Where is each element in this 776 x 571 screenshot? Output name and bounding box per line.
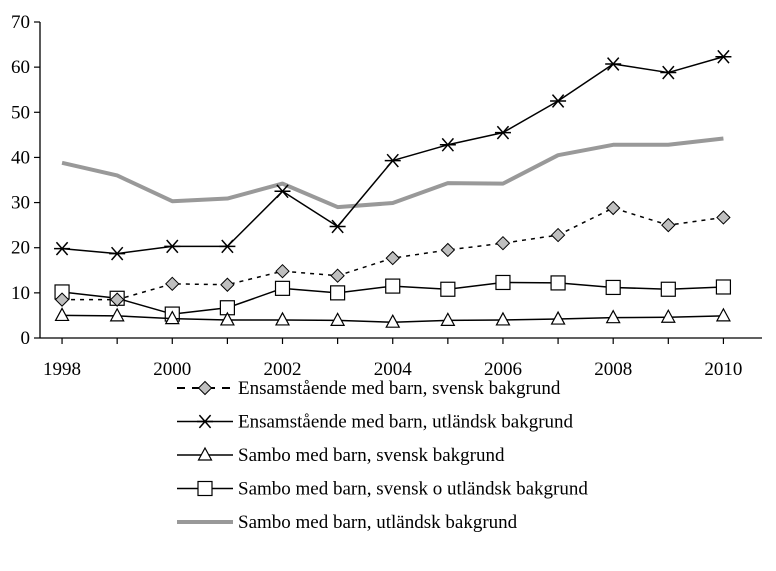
legend-item: Sambo med barn, utländsk bakgrund xyxy=(177,512,518,533)
data-point xyxy=(385,313,401,328)
legend-label: Ensamstående med barn, utländsk bakgrund xyxy=(238,412,574,433)
data-point xyxy=(385,278,401,294)
series-2 xyxy=(54,49,732,261)
series-layer xyxy=(54,49,732,328)
data-point xyxy=(715,279,732,295)
y-tick-label: 30 xyxy=(11,193,30,214)
data-point xyxy=(109,307,125,322)
legend: Ensamstående med barn, svensk bakgrund En… xyxy=(177,378,588,533)
data-point xyxy=(550,94,567,108)
data-point xyxy=(329,219,346,234)
legend-marker xyxy=(197,414,213,429)
data-point xyxy=(440,281,456,297)
data-point xyxy=(605,200,621,216)
data-point xyxy=(495,235,511,251)
data-point xyxy=(164,310,180,325)
legend-item: Sambo med barn, svensk o utländsk bakgru… xyxy=(177,479,588,500)
data-point xyxy=(550,227,566,243)
data-point xyxy=(715,307,731,322)
data-point xyxy=(440,242,456,258)
legend-marker xyxy=(197,480,213,497)
series-line xyxy=(61,56,724,255)
y-tick-label: 20 xyxy=(11,238,30,259)
x-tick-label: 2006 xyxy=(484,359,522,380)
legend-item: Sambo med barn, svensk bakgrund xyxy=(177,445,505,466)
data-point xyxy=(54,292,70,307)
data-point xyxy=(550,275,566,291)
x-tick-label: 2004 xyxy=(374,359,413,380)
y-tick-label: 60 xyxy=(11,57,30,78)
legend-label: Sambo med barn, svensk bakgrund xyxy=(238,445,505,466)
data-point xyxy=(54,307,70,322)
series-1 xyxy=(54,200,731,307)
legend-item: Ensamstående med barn, svensk bakgrund xyxy=(177,378,561,399)
data-point xyxy=(274,184,291,199)
data-point xyxy=(330,268,345,283)
data-point xyxy=(164,239,181,254)
legend-marker xyxy=(197,446,213,461)
y-tick-label: 10 xyxy=(11,283,30,304)
axes: 0 10 20 30 40 50 60 70 1998 2000 2002 2004 2006 2008 2… xyxy=(11,12,762,380)
data-point xyxy=(495,274,511,291)
data-point xyxy=(660,281,676,297)
data-point xyxy=(440,312,456,326)
data-point xyxy=(220,277,235,292)
y-tick-label: 0 xyxy=(21,328,31,349)
data-point xyxy=(660,308,676,323)
data-point xyxy=(716,210,731,225)
legend-marker xyxy=(197,380,213,396)
y-tick-label: 70 xyxy=(11,12,30,33)
data-point xyxy=(219,239,236,254)
legend-label: Sambo med barn, utländsk bakgrund xyxy=(238,512,518,533)
legend-item: Ensamstående med barn, utländsk bakgrund xyxy=(177,412,574,433)
y-tick-label: 40 xyxy=(11,147,30,168)
data-point xyxy=(275,263,290,279)
data-point xyxy=(605,279,621,296)
data-point xyxy=(165,276,180,292)
legend-label: Ensamstående med barn, svensk bakgrund xyxy=(238,378,561,399)
x-tick-label: 2008 xyxy=(594,359,632,380)
legend-label: Sambo med barn, svensk o utländsk bakgru… xyxy=(238,479,588,500)
x-tick-label: 2010 xyxy=(704,359,742,380)
data-point xyxy=(605,309,621,324)
data-point xyxy=(330,312,346,326)
data-point xyxy=(384,153,401,168)
data-point xyxy=(274,311,291,326)
data-point xyxy=(661,217,676,233)
data-point xyxy=(109,292,125,307)
y-tick-label: 50 xyxy=(11,102,30,123)
series-3 xyxy=(54,307,731,328)
data-point xyxy=(274,280,291,296)
x-tick-label: 1998 xyxy=(43,359,81,380)
data-point xyxy=(439,137,456,152)
data-point xyxy=(495,311,511,326)
data-point xyxy=(715,49,732,64)
x-tick-label: 2000 xyxy=(153,359,191,380)
data-point xyxy=(219,311,235,326)
data-point xyxy=(330,285,346,301)
data-point xyxy=(54,241,71,256)
data-point xyxy=(550,310,566,325)
series-line xyxy=(61,136,724,210)
data-point xyxy=(605,57,622,71)
data-point xyxy=(494,125,511,140)
data-point xyxy=(385,250,400,266)
x-tick-label: 2002 xyxy=(264,359,302,380)
data-point xyxy=(660,65,677,80)
series-5 xyxy=(61,136,724,210)
data-point xyxy=(109,246,126,261)
